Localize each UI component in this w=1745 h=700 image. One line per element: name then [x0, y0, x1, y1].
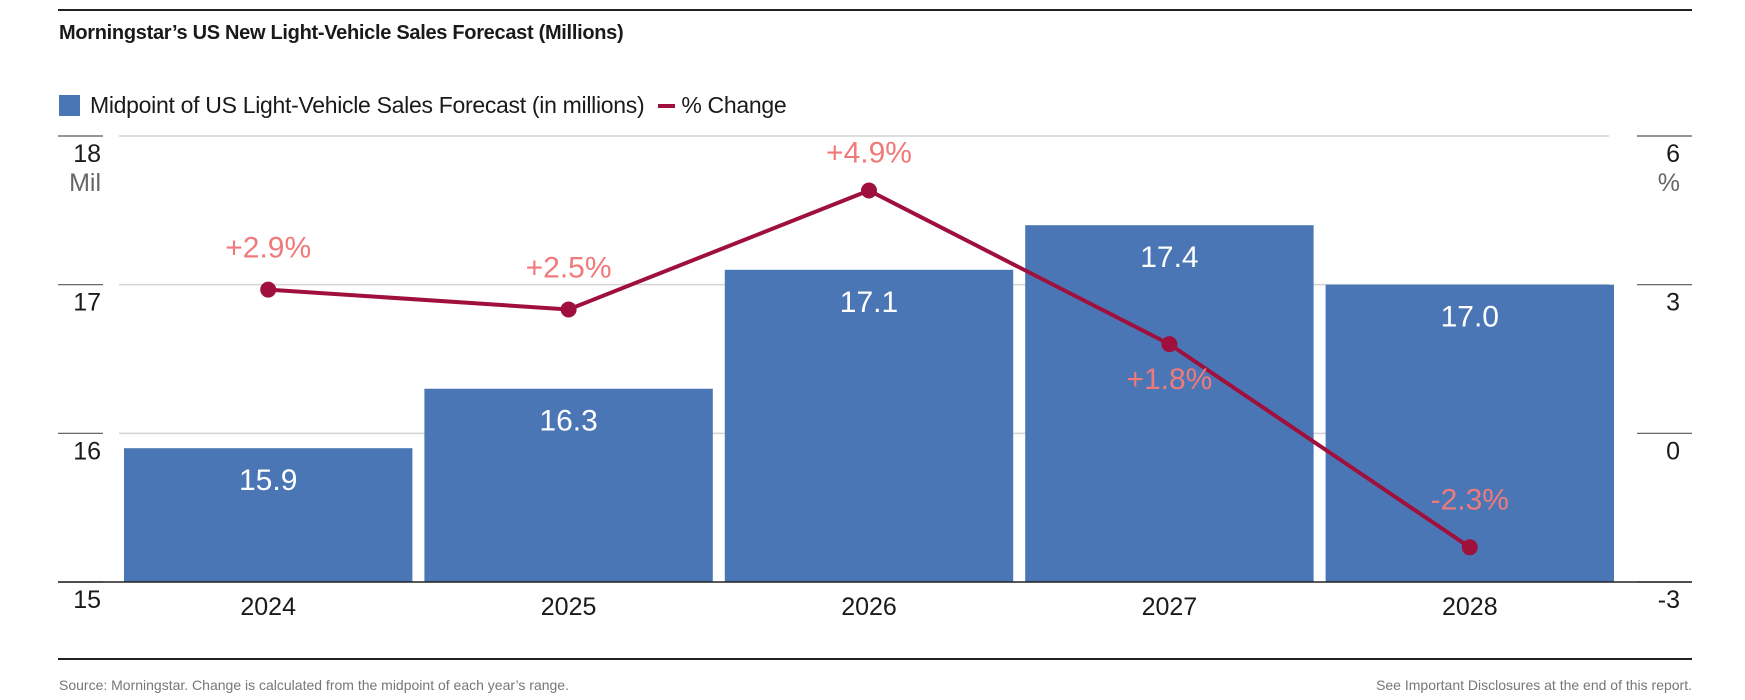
left-tick-label: 17 [73, 289, 101, 317]
pct-change-point [1161, 336, 1178, 353]
bar-value-label: 17.0 [1441, 301, 1499, 334]
source-note: Source: Morningstar. Change is calculate… [59, 677, 569, 693]
pct-change-label: +2.9% [225, 232, 311, 265]
right-tick-label: -3 [1658, 586, 1680, 614]
bar-value-label: 16.3 [539, 405, 597, 438]
pct-change-point [1461, 539, 1478, 556]
left-axis-unit: Mil [69, 169, 101, 197]
legend-line-label: % Change [681, 92, 787, 118]
left-tick-label: 15 [73, 586, 101, 614]
pct-change-point [560, 301, 577, 318]
x-tick-label: 2024 [240, 593, 296, 621]
x-tick-label: 2028 [1442, 593, 1498, 621]
x-tick-label: 2025 [541, 593, 597, 621]
x-tick-label: 2026 [841, 593, 897, 621]
legend: Midpoint of US Light-Vehicle Sales Forec… [59, 92, 787, 119]
bar-2028 [1325, 284, 1614, 582]
disclosure-note: See Important Disclosures at the end of … [1376, 677, 1692, 693]
legend-bar-label: Midpoint of US Light-Vehicle Sales Forec… [90, 92, 645, 118]
right-axis-unit: % [1658, 169, 1680, 197]
right-tick-label: 0 [1666, 437, 1680, 465]
top-rule [58, 9, 1692, 11]
bar-2027 [1025, 225, 1314, 582]
bar-2024 [124, 448, 413, 582]
pct-change-point [861, 182, 877, 199]
pct-change-label: -2.3% [1431, 483, 1509, 516]
pct-change-point [260, 281, 277, 298]
right-tick-label: 6 [1666, 140, 1680, 168]
right-tick-label: 3 [1666, 289, 1680, 317]
bar-value-label: 17.4 [1140, 241, 1198, 274]
bar-2025 [424, 388, 713, 582]
bar-value-label: 17.1 [840, 286, 898, 319]
bar-2026 [724, 269, 1014, 582]
chart-title: Morningstar’s US New Light-Vehicle Sales… [59, 22, 624, 44]
x-tick-label: 2027 [1142, 593, 1198, 621]
pct-change-label: +2.5% [526, 251, 612, 284]
left-tick-label: 16 [73, 437, 101, 465]
bar-value-label: 15.9 [239, 464, 297, 497]
bottom-rule [58, 658, 1692, 660]
pct-change-label: +4.9% [826, 137, 912, 170]
left-tick-label: 18 [73, 140, 101, 168]
pct-change-label: +1.8% [1126, 363, 1212, 396]
legend-bar-swatch [59, 95, 80, 116]
legend-line-swatch [658, 103, 676, 108]
